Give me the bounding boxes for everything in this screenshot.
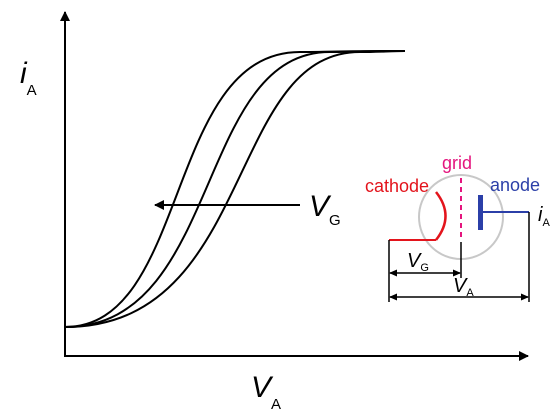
anode-current-label: iA <box>538 204 550 229</box>
characteristic-curve-middle <box>64 50 406 328</box>
va-dimension-label: VA <box>453 275 474 299</box>
grid-label: grid <box>442 153 472 173</box>
characteristic-curve-left <box>64 50 406 328</box>
grid-voltage-arrow-label: VG <box>309 190 341 229</box>
cathode-label: cathode <box>365 176 429 196</box>
cathode-element <box>435 191 447 241</box>
anode-label: anode <box>490 175 540 195</box>
y-axis-label: iA <box>20 57 37 99</box>
x-axis-label: VA <box>251 371 281 413</box>
vg-dimension-label: VG <box>407 250 429 274</box>
characteristic-curve-right <box>64 50 406 328</box>
anode-plate <box>478 195 483 230</box>
